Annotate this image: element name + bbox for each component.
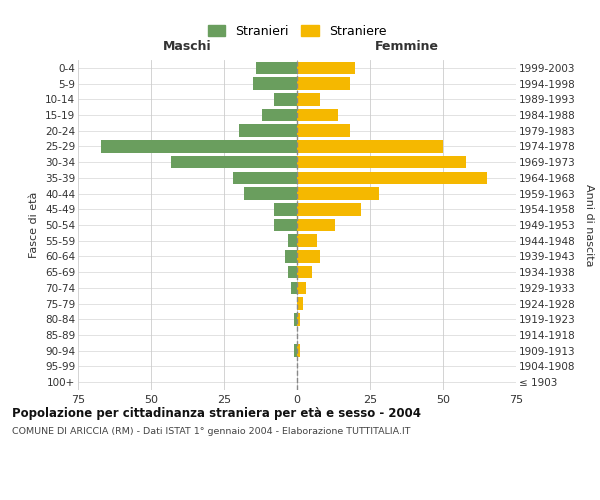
Bar — [274, 93, 297, 106]
Bar — [274, 218, 297, 232]
Bar — [291, 282, 297, 294]
Bar — [297, 124, 350, 137]
Bar — [297, 78, 350, 90]
Bar — [297, 218, 335, 232]
Y-axis label: Fasce di età: Fasce di età — [29, 192, 40, 258]
Bar — [297, 266, 311, 278]
Bar — [233, 172, 297, 184]
Bar — [286, 250, 297, 262]
Text: Popolazione per cittadinanza straniera per età e sesso - 2004: Popolazione per cittadinanza straniera p… — [12, 408, 421, 420]
Bar — [274, 203, 297, 215]
Text: COMUNE DI ARICCIA (RM) - Dati ISTAT 1° gennaio 2004 - Elaborazione TUTTITALIA.IT: COMUNE DI ARICCIA (RM) - Dati ISTAT 1° g… — [12, 428, 410, 436]
Bar — [297, 93, 320, 106]
Bar — [244, 188, 297, 200]
Bar — [297, 250, 320, 262]
Bar — [297, 234, 317, 247]
Bar — [297, 203, 361, 215]
Bar — [288, 266, 297, 278]
Bar — [262, 108, 297, 122]
Bar — [297, 298, 303, 310]
Bar — [297, 108, 338, 122]
Bar — [297, 282, 306, 294]
Bar — [288, 234, 297, 247]
Bar — [256, 62, 297, 74]
Bar — [172, 156, 297, 168]
Bar — [297, 188, 379, 200]
Legend: Stranieri, Straniere: Stranieri, Straniere — [203, 20, 391, 43]
Bar — [297, 62, 355, 74]
Bar — [297, 172, 487, 184]
Text: Maschi: Maschi — [163, 40, 212, 54]
Bar — [297, 140, 443, 152]
Bar — [297, 344, 300, 357]
Bar — [294, 313, 297, 326]
Bar — [294, 344, 297, 357]
Text: Femmine: Femmine — [374, 40, 439, 54]
Bar — [297, 313, 300, 326]
Bar — [297, 156, 466, 168]
Bar — [101, 140, 297, 152]
Bar — [253, 78, 297, 90]
Bar — [239, 124, 297, 137]
Y-axis label: Anni di nascita: Anni di nascita — [584, 184, 594, 266]
